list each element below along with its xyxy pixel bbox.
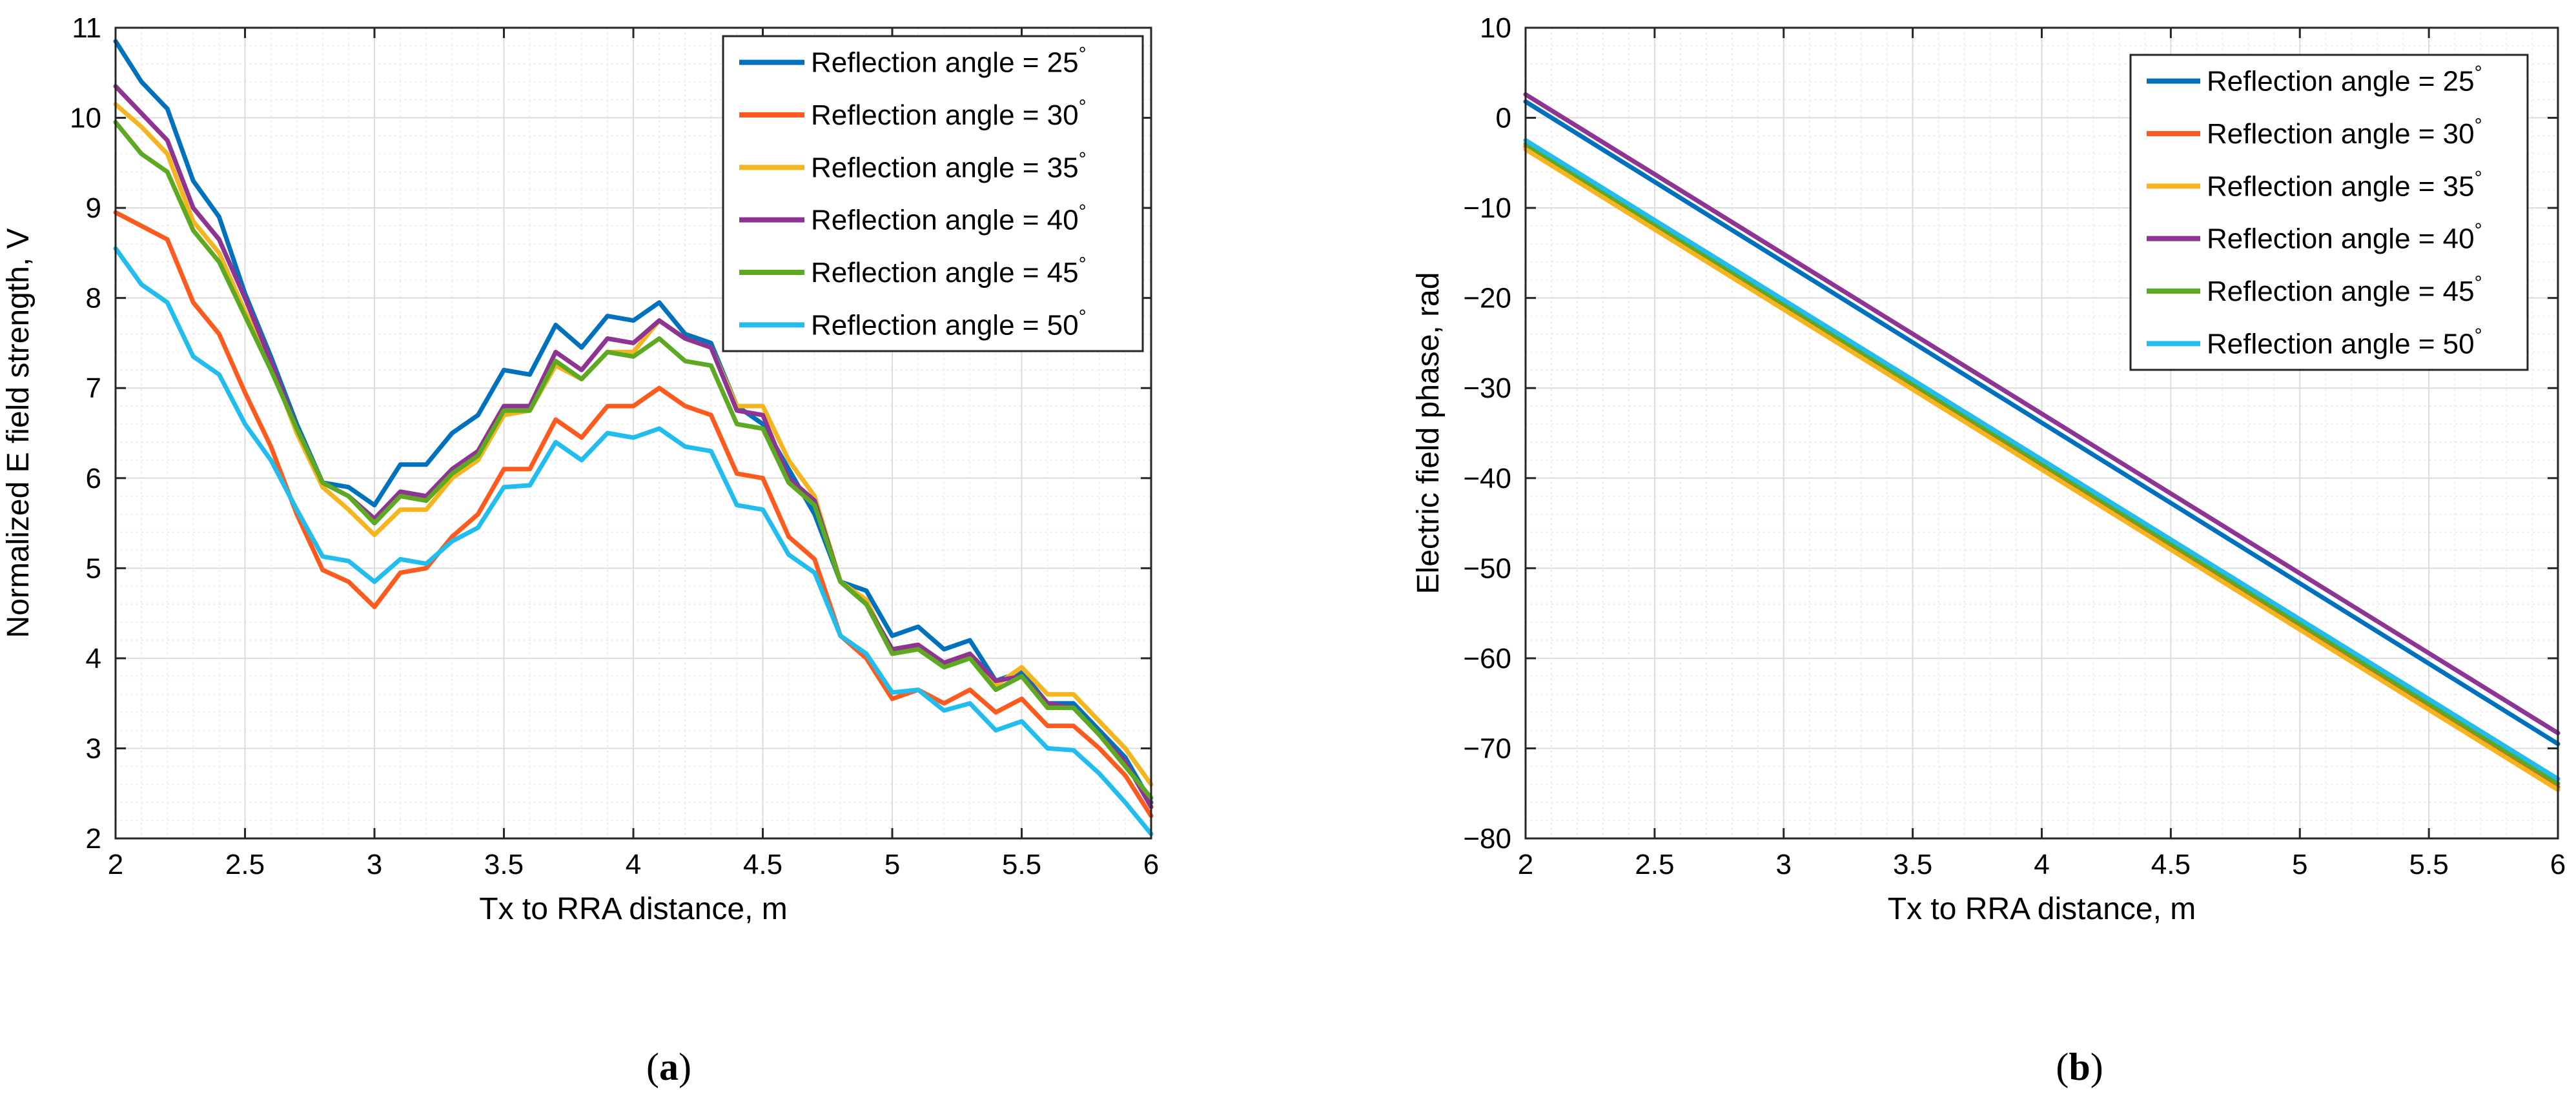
tick-marks (114, 26, 1152, 840)
y-tick-label: 3 (86, 733, 101, 764)
legend-box (722, 35, 1144, 352)
legend-box (2129, 54, 2529, 371)
y-tick-label: −50 (1463, 552, 1511, 584)
x-tick-label: 6 (2550, 849, 2566, 880)
legend: Reflection angle = 25° Reflection angle =… (2129, 54, 2529, 371)
legend-label-6: Reflection angle = 50° (811, 306, 1087, 341)
x-tick-label: 6 (1143, 849, 1159, 880)
series-line-3 (1523, 147, 2561, 793)
y-tick-label: 2 (86, 823, 101, 855)
x-tick-label: 2 (1518, 849, 1533, 880)
y-tick-label: 5 (86, 552, 101, 584)
y-tick-label: −70 (1463, 733, 1511, 764)
legend-label-5: Reflection angle = 45° (2207, 272, 2482, 307)
y-tick-label: 7 (86, 372, 101, 404)
x-tick-label: 5 (2292, 849, 2307, 880)
series-line-6 (113, 246, 1154, 836)
x-tick-label: 3.5 (1893, 849, 1932, 880)
x-axis-label: Tx to RRA distance, m (479, 892, 788, 926)
series-lines (1523, 92, 2561, 793)
y-tick-label: 4 (86, 643, 101, 674)
y-tick-label: 8 (86, 283, 101, 314)
x-axis-label: Tx to RRA distance, m (1888, 892, 2196, 926)
series-line-5 (1523, 141, 2561, 786)
legend-label-2: Reflection angle = 30° (811, 96, 1087, 131)
x-tick-label: 2.5 (1635, 849, 1674, 880)
x-tick-label: 4 (626, 849, 641, 880)
series-line-4 (1523, 92, 2561, 736)
y-tick-label: 9 (86, 192, 101, 224)
series-lines (113, 39, 1154, 836)
x-tick-label: 4.5 (2151, 849, 2191, 880)
series-line-5 (113, 120, 1154, 800)
y-tick-label: −20 (1463, 283, 1511, 314)
legend-label-3: Reflection angle = 35° (2207, 167, 2482, 202)
y-tick-label: −40 (1463, 463, 1511, 494)
legend-label-1: Reflection angle = 25° (2207, 63, 2482, 97)
legend-label-3: Reflection angle = 35° (811, 148, 1087, 183)
y-axis-label: Electric field phase, rad (1411, 272, 1446, 594)
y-tick-label: −10 (1463, 192, 1511, 224)
y-tick-label: −30 (1463, 372, 1511, 404)
x-tick-label: 4 (2034, 849, 2049, 880)
x-tick-label: 3.5 (484, 849, 524, 880)
y-tick-label: −60 (1463, 643, 1511, 674)
y-tick-label: −80 (1463, 823, 1511, 855)
x-tick-label: 4.5 (743, 849, 782, 880)
x-tick-label: 5 (884, 849, 900, 880)
legend: Reflection angle = 25° Reflection angle =… (722, 35, 1144, 352)
x-tick-label: 3 (1776, 849, 1792, 880)
y-axis-label: Normalized E field strength, V (1, 228, 36, 638)
x-tick-label: 5.5 (1002, 849, 1041, 880)
y-tick-label: 10 (1480, 12, 1511, 44)
legend-label-5: Reflection angle = 45° (811, 254, 1087, 289)
x-tick-label: 2 (108, 849, 123, 880)
panel-label-a: (a) (646, 1046, 691, 1088)
y-tick-label: 6 (86, 463, 101, 494)
y-tick-label: 10 (70, 103, 101, 134)
y-tick-label: 11 (72, 12, 101, 44)
legend-label-4: Reflection angle = 40° (2207, 220, 2482, 255)
y-tick-label: 0 (1496, 103, 1511, 134)
x-tick-label: 2.5 (225, 849, 265, 880)
legend-label-6: Reflection angle = 50° (2207, 325, 2482, 360)
series-line-6 (1523, 137, 2561, 782)
series-line-1 (1523, 99, 2561, 746)
x-tick-label: 3 (367, 849, 382, 880)
legend-label-1: Reflection angle = 25° (811, 44, 1087, 79)
chart-panel-a: 2 2.5 3 3.5 4 4.5 5 5.5 6 2 3 4 5 6 7 8 9 10 11 Tx to RRA d… (1, 12, 1159, 926)
tick-marks (1524, 26, 2559, 840)
legend-label-4: Reflection angle = 40° (811, 201, 1087, 236)
panel-label-b: (b) (2056, 1046, 2103, 1088)
chart-panel-b: 2 2.5 3 3.5 4 4.5 5 5.5 6 −80 −70 −60 −50 −40 −30 −20 −1… (1411, 12, 2566, 926)
x-tick-label: 5.5 (2409, 849, 2449, 880)
legend-label-2: Reflection angle = 30° (2207, 115, 2482, 150)
